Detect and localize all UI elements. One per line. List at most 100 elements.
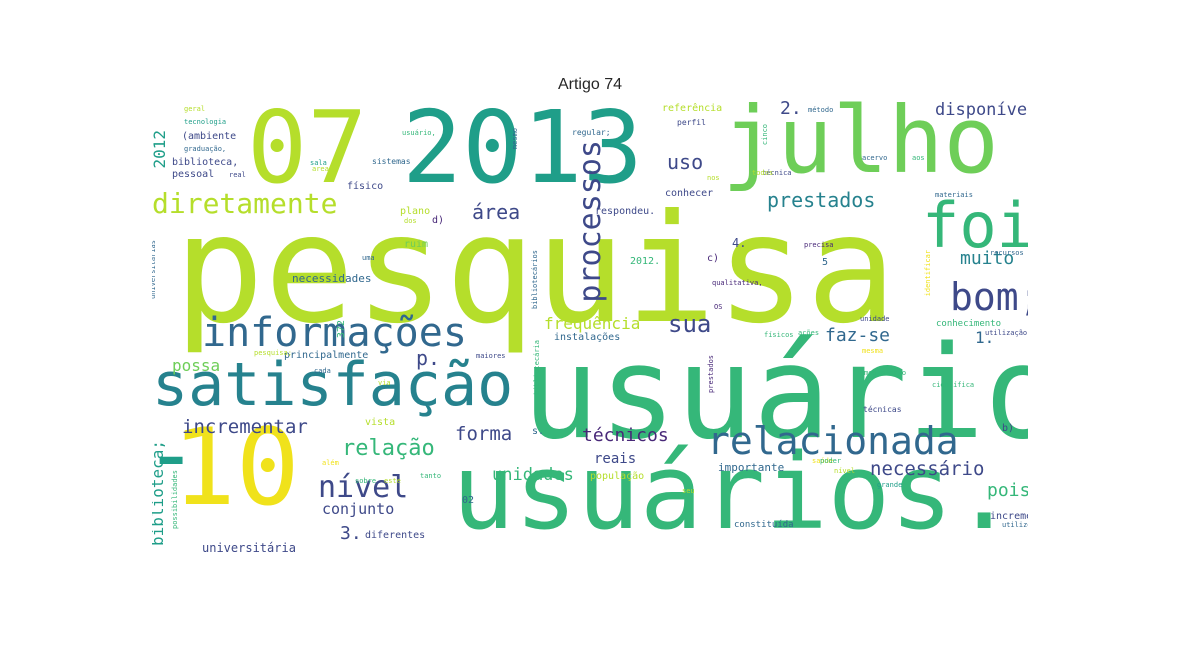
- word-satisfacao: satisfação: [152, 350, 514, 420]
- word-fisico: físico: [347, 181, 384, 192]
- word-4: 4.: [732, 236, 747, 250]
- word-cloud: pesquisa usuário usuários. 2013 07 julho 10 sat…: [152, 100, 1028, 556]
- word-real: real: [229, 171, 246, 179]
- word-2: 2.: [780, 100, 802, 119]
- word-faz-se: faz-se: [825, 325, 891, 346]
- word-pesquisa: pesquisa: [174, 183, 897, 357]
- word-uma: uma: [362, 254, 375, 262]
- word-utilizou-se: utilizou-se: [1002, 521, 1028, 529]
- word-saude: saúde: [812, 457, 834, 465]
- word-os: OS: [714, 303, 723, 311]
- word-forma: forma: [455, 423, 513, 445]
- word-informacoes: informações: [202, 310, 467, 356]
- word-metodo: método: [808, 106, 834, 114]
- word-diferentes: diferentes: [365, 530, 426, 541]
- word-area: área: [472, 200, 521, 224]
- word-unidade: unidade: [860, 315, 890, 323]
- word-grande: grande: [877, 481, 903, 489]
- word-necessario: necessário: [870, 458, 985, 480]
- word-todos: todos: [752, 169, 774, 177]
- word-universitarias: universitárias: [152, 240, 157, 300]
- word-3: 3.: [340, 523, 362, 544]
- word-plano: plano: [400, 206, 431, 217]
- word-recursos: recursos: [990, 249, 1024, 257]
- word-pesquisa: pesquisa;: [254, 349, 292, 357]
- word-via: via: [378, 379, 391, 387]
- word-1: 1.: [975, 328, 995, 347]
- word-biblioteca: biblioteca;: [152, 440, 167, 546]
- word-tecnologia: tecnologia: [184, 118, 227, 126]
- word-bom: bom;: [950, 275, 1028, 319]
- word-possibilidades: possibilidades: [171, 470, 179, 530]
- word-nivel: nível: [834, 467, 856, 475]
- word-cientifica: científica: [932, 381, 975, 389]
- word-symbol: -: [152, 410, 198, 500]
- word-sala: sala: [310, 159, 327, 167]
- word-tecnicas: técnicas: [863, 405, 902, 414]
- figure-title: Artigo 74: [557, 76, 623, 93]
- word-materiais: materiais: [935, 191, 973, 199]
- word-necessidades: necessidades: [292, 272, 372, 285]
- word-identificar: identificar: [924, 250, 932, 297]
- word-aos: aos: [912, 154, 925, 162]
- word-372: 372: [336, 320, 347, 339]
- word-foi: foi: [922, 189, 1028, 262]
- word-unidades: unidades: [492, 465, 574, 485]
- word-2013: 2013: [402, 100, 643, 206]
- word-conjunto: conjunto: [322, 500, 395, 518]
- word-precisa: precisa: [804, 241, 834, 249]
- word-usuario: usuário,: [402, 129, 436, 137]
- word-alem: além: [322, 459, 339, 467]
- word-bibliotecaria: bibliotecária: [533, 340, 541, 395]
- word-prestados: prestados: [707, 355, 715, 393]
- word-julho: julho: [722, 100, 999, 194]
- word-c: c): [707, 253, 720, 264]
- word-b: b): [1002, 423, 1015, 434]
- word-5: 5: [822, 257, 829, 268]
- word-referencia: referência: [662, 103, 723, 114]
- word-instalacoes: instalações: [554, 332, 621, 343]
- word-nivel: nível: [318, 470, 409, 505]
- word-qualitativa: qualitativa,: [712, 279, 763, 287]
- word-sistemas: sistemas: [372, 157, 411, 166]
- word-universitaria: universitária: [202, 541, 296, 555]
- word-respondeu: respondeu.: [595, 206, 656, 217]
- word-2012: 2012: [152, 130, 169, 169]
- word-disponiveis: disponíveis: [935, 100, 1028, 120]
- word-vista: vista: [365, 417, 396, 428]
- word-utilizacao: utilização: [985, 329, 1028, 337]
- word-constituida: constituída: [734, 520, 794, 530]
- word-mediatario: mediatário: [864, 369, 907, 377]
- word-pessoal: pessoal: [172, 169, 215, 180]
- word-p: p.: [416, 346, 441, 370]
- word-ruim: ruim: [404, 239, 429, 250]
- word-2012: 2012.: [630, 256, 661, 267]
- word-acoes: ações: [798, 329, 820, 337]
- word-frequencia: frequência: [544, 314, 641, 333]
- word-tecnica: técnica: [762, 169, 792, 177]
- word-conhecimento: conhecimento: [936, 319, 1002, 329]
- word-uso: uso: [667, 150, 704, 174]
- word-tecnicos: técnicos: [582, 425, 669, 446]
- word-mesmo: mesmo: [511, 128, 519, 150]
- word-pois: pois: [987, 480, 1028, 501]
- word-bibliotecarios: bibliotecários: [531, 250, 539, 310]
- word-poder: poder: [820, 457, 842, 465]
- word-nos: nos: [707, 174, 720, 182]
- word-muito: muito: [960, 248, 1015, 269]
- word-d: d): [432, 215, 445, 226]
- word-populacao: população: [590, 471, 645, 482]
- word-graduacao: graduação,: [184, 145, 227, 153]
- word-10: 10: [172, 406, 300, 529]
- word-usuario: usuário: [522, 319, 1028, 468]
- word-cada: cada: [314, 367, 331, 375]
- word-incrementar: incrementar: [182, 416, 308, 438]
- word-mesma: mesma: [862, 347, 884, 355]
- word-relacao: relação: [342, 436, 435, 461]
- word-usuarios: usuários.: [452, 431, 1016, 553]
- word-incremento: incremento: [990, 511, 1028, 522]
- word-conhecer: conhecer: [665, 188, 714, 199]
- word-prestados: prestados: [767, 188, 876, 212]
- word-sua: sua: [668, 310, 712, 338]
- word-area: area: [312, 165, 329, 173]
